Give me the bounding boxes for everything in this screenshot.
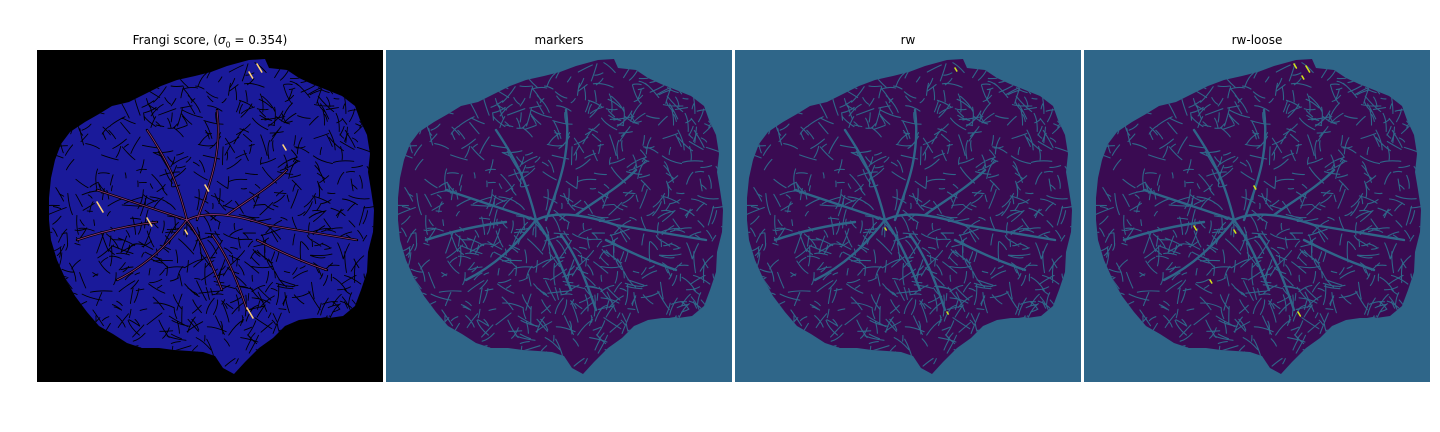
markers-canvas <box>386 50 732 382</box>
highlight-mark <box>1253 185 1257 190</box>
highlight-mark <box>1305 65 1311 73</box>
highlight-mark <box>96 201 104 213</box>
panel-title-frangi-score: Frangi score, (σ0 = 0.354) <box>132 33 288 50</box>
highlight-mark <box>954 67 958 72</box>
highlight-mark <box>184 229 189 235</box>
highlight-mark <box>1293 63 1298 69</box>
major-vessels <box>1122 108 1406 312</box>
highlight-mark <box>1297 311 1302 317</box>
frangi-score-canvas <box>37 50 383 382</box>
vessel-response <box>76 109 358 311</box>
highlight-marks <box>884 67 958 315</box>
highlight-mark <box>1193 225 1198 231</box>
markers-image <box>386 50 732 382</box>
major-vessels <box>424 108 708 312</box>
rw-loose-image <box>1084 50 1430 382</box>
panel-title-rw: rw <box>900 33 916 47</box>
highlight-mark <box>204 184 210 192</box>
panel-title-markers: markers <box>534 33 584 47</box>
frangi-score-image <box>37 50 383 382</box>
highlight-mark <box>256 63 263 73</box>
highlight-mark <box>282 144 287 151</box>
rw-image <box>735 50 1081 382</box>
highlight-mark <box>946 311 949 315</box>
highlight-mark <box>1233 229 1237 234</box>
major-vessels <box>773 108 1057 312</box>
panel-title-rw-loose: rw-loose <box>1231 33 1283 47</box>
vessel-mesh <box>49 59 374 374</box>
highlight-mark <box>1209 279 1213 284</box>
highlight-mark <box>248 71 254 79</box>
highlight-mark <box>1301 75 1305 80</box>
rw-canvas <box>735 50 1081 382</box>
highlight-marks <box>1193 63 1311 317</box>
highlight-mark <box>246 307 254 319</box>
highlight-mark <box>884 227 887 231</box>
highlight-marks <box>96 63 287 319</box>
rw-loose-canvas <box>1084 50 1430 382</box>
highlight-mark <box>146 217 153 227</box>
